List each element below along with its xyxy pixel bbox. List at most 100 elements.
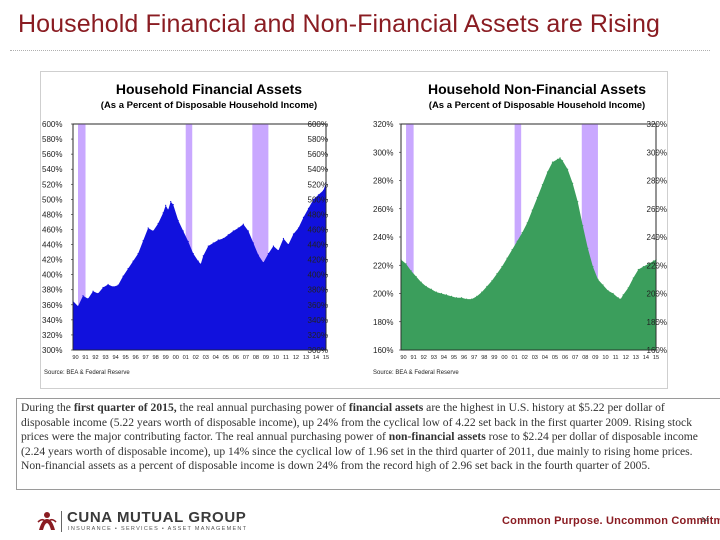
chart2-data-point — [541, 184, 543, 186]
chart2-data-point — [445, 294, 448, 296]
slide-title: Household Financial and Non-Financial As… — [18, 10, 660, 38]
chart2-x-tick-label: 03 — [532, 355, 538, 361]
chart2-x-tick-label: 06 — [562, 355, 568, 361]
chart1-y-tick-label-right: 580% — [308, 135, 328, 144]
chart1-x-tick-label: 04 — [213, 355, 219, 361]
chart2-x-tick-label: 14 — [643, 355, 649, 361]
chart1-y-tick-label-left: 500% — [42, 195, 62, 204]
commentary-text-2: the real annual purchasing power of — [176, 401, 349, 414]
chart1-x-tick-label: 93 — [102, 355, 108, 361]
chart1-data-point — [227, 234, 229, 236]
commentary-bold-nonfinancial: non-financial assets — [388, 430, 486, 444]
chart1-data-point — [242, 223, 244, 225]
chart2-x-tick-label: 97 — [471, 355, 477, 361]
chart2-y-tick-label-right: 220% — [647, 261, 667, 270]
chart2-title: Household Non-Financial Assets — [428, 81, 646, 97]
chart2-y-tick-label-right: 160% — [647, 346, 667, 355]
chart1-x-tick-label: 92 — [92, 355, 98, 361]
chart1-source: Source: BEA & Federal Reserve — [44, 370, 130, 376]
chart1-y-tick-label-right: 360% — [308, 301, 328, 310]
chart2-y-tick-label-left: 240% — [373, 233, 393, 242]
chart1-x-tick-label: 05 — [223, 355, 229, 361]
chart1-data-point — [202, 255, 204, 257]
chart2-data-point — [556, 158, 559, 160]
chart1-data-point — [92, 290, 94, 292]
chart2-y-tick-label-right: 260% — [647, 205, 667, 214]
chart2-data-point — [546, 171, 549, 173]
chart1-y-tick-label-right: 600% — [308, 120, 328, 129]
chart2-data-point — [627, 287, 629, 289]
chart1-y-tick-label-right: 520% — [308, 180, 328, 189]
brand-tagline: INSURANCE • SERVICES • ASSET MANAGEMENT — [68, 526, 248, 532]
chart2-data-point — [471, 298, 473, 300]
chart2-x-tick-label: 11 — [613, 355, 619, 361]
chart1-x-tick-label: 01 — [183, 355, 189, 361]
chart1-y-tick-label-right: 320% — [308, 331, 328, 340]
chart1-data-point — [162, 212, 164, 214]
chart1-data-point — [97, 292, 99, 295]
chart1-x-tick-label: 13 — [303, 355, 309, 361]
chart1-plot-border — [72, 123, 327, 351]
chart1-data-point — [252, 242, 254, 244]
chart1-title: Household Financial Assets — [116, 81, 302, 97]
chart2-data-point — [607, 290, 609, 292]
chart2-data-point — [450, 295, 453, 297]
commentary-text-3: are the highest in U.S. history at $5.22… — [21, 401, 692, 444]
chart1-data-point — [212, 242, 214, 244]
chart1-x-tick-label: 00 — [173, 355, 179, 361]
chart1-data-point — [297, 227, 300, 229]
chart1-subtitle: (As a Percent of Disposable Household In… — [101, 100, 317, 111]
chart2-y-tick-label-right: 200% — [647, 290, 667, 299]
chart2-x-tick-label: 94 — [441, 355, 447, 361]
chart1-recession-band — [78, 124, 86, 350]
chart1-y-tick-label-right: 560% — [308, 150, 328, 159]
chart1-data-point — [262, 262, 264, 264]
chart2-data-point — [536, 196, 538, 199]
chart2-x-tick-label: 15 — [653, 355, 659, 361]
chart1-data-point — [312, 198, 315, 200]
title-divider — [10, 50, 710, 51]
chart2-x-tick-label: 98 — [481, 355, 487, 361]
chart2-data-point — [521, 232, 523, 234]
chart1-data-point — [182, 230, 184, 232]
chart1-data-point — [192, 252, 194, 255]
chart1-x-tick-label: 03 — [203, 355, 209, 361]
chart1-data-point — [170, 200, 172, 203]
chart2-data-point — [460, 297, 463, 299]
chart2-data-point — [425, 285, 427, 288]
chart1-y-tick-label-right: 300% — [308, 346, 328, 355]
chart1-x-tick-label: 97 — [143, 355, 149, 361]
chart2-x-tick-label: 02 — [522, 355, 528, 361]
chart2-data-point — [501, 266, 503, 268]
chart2-data-point — [430, 288, 432, 290]
chart1-x-tick-label: 96 — [133, 355, 139, 361]
chart1-data-point — [322, 189, 325, 191]
chart1-data-point — [137, 252, 139, 255]
chart2-data-point — [516, 240, 518, 242]
chart2-data-point — [455, 297, 458, 299]
chart1-y-tick-label-right: 420% — [308, 256, 328, 265]
chart2-data-point — [526, 222, 528, 224]
chart1-data-point — [132, 260, 134, 262]
chart2-data-point — [652, 260, 655, 262]
chart2-data-point — [637, 268, 639, 271]
chart2-source: Source: BEA & Federal Reserve — [373, 370, 459, 376]
page-number: 14 — [701, 517, 709, 524]
chart2-y-tick-label-right: 280% — [647, 177, 667, 186]
chart1-y-tick-label-left: 420% — [42, 256, 62, 265]
chart1-y-tick-label-left: 320% — [42, 331, 62, 340]
chart2-data-point — [481, 291, 483, 293]
chart1-data-point — [112, 286, 114, 288]
chart1-x-tick-label: 91 — [82, 355, 88, 361]
chart2-x-tick-label: 04 — [542, 355, 548, 361]
chart2-data-point — [476, 295, 478, 297]
chart1-data-point — [157, 222, 159, 225]
chart1-data-point — [307, 207, 310, 209]
commentary-bold-period: first quarter of 2015, — [73, 401, 177, 414]
chart1-data-point — [165, 204, 167, 206]
chart1-x-tick-label: 95 — [122, 355, 128, 361]
chart1-recession-band — [185, 124, 193, 350]
chart2-data-point — [486, 285, 488, 288]
chart1-data-point — [172, 204, 174, 206]
chart2-recession-band — [514, 124, 522, 350]
